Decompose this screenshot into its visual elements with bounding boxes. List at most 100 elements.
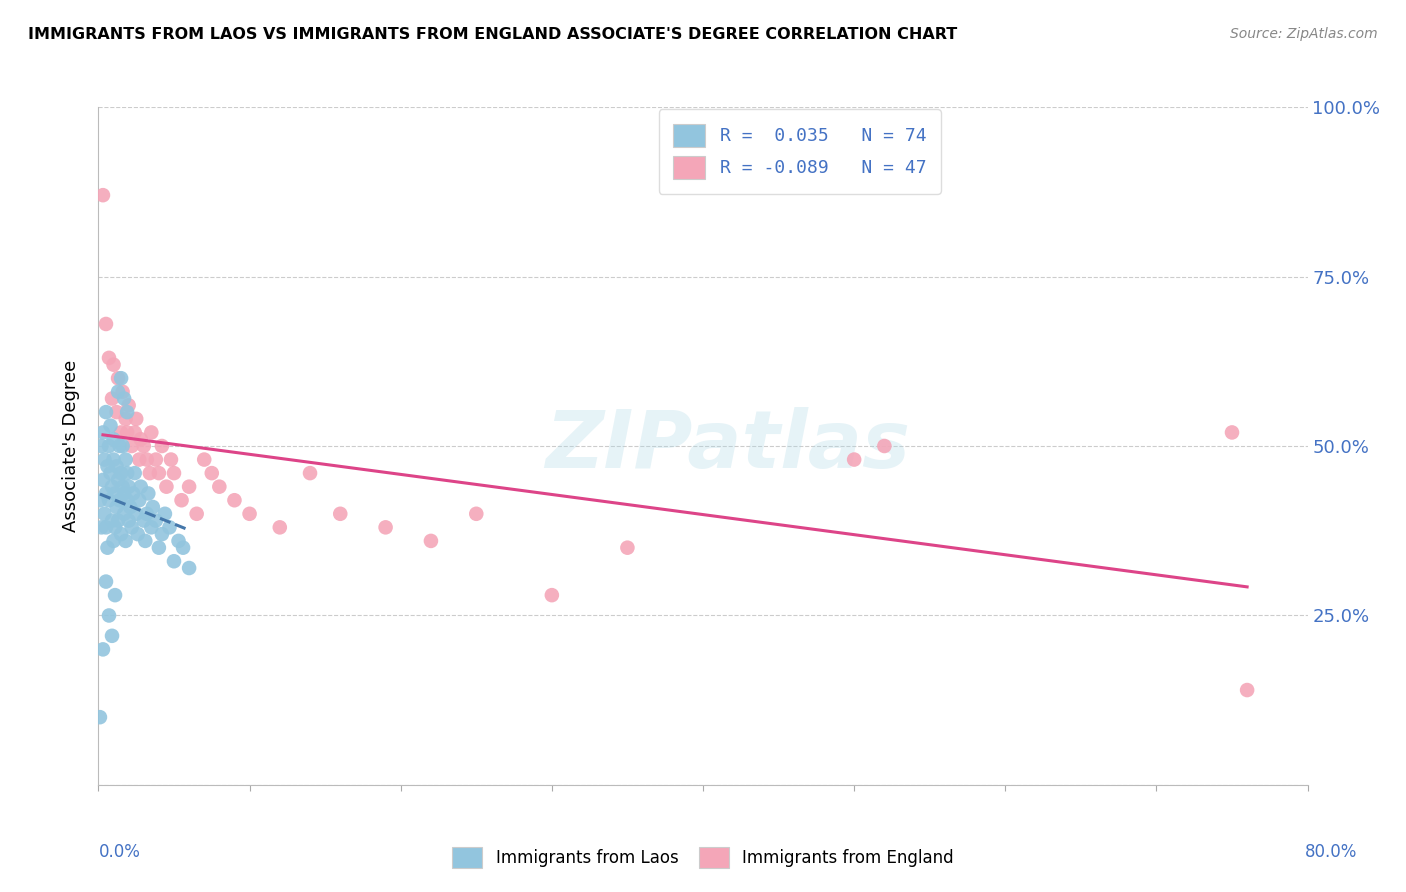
Point bbox=[118, 480, 141, 494]
Point bbox=[101, 480, 124, 494]
Point bbox=[299, 466, 322, 480]
Point bbox=[101, 629, 124, 643]
Point bbox=[128, 493, 150, 508]
Point bbox=[170, 493, 193, 508]
Point bbox=[90, 520, 112, 534]
Point bbox=[120, 500, 142, 514]
Point bbox=[94, 317, 117, 331]
Point bbox=[115, 466, 138, 480]
Point bbox=[94, 405, 117, 419]
Point bbox=[98, 439, 121, 453]
Point bbox=[132, 439, 155, 453]
Point bbox=[98, 493, 121, 508]
Point bbox=[96, 459, 118, 474]
Point bbox=[107, 514, 129, 528]
Point bbox=[90, 439, 112, 453]
Point bbox=[103, 452, 125, 467]
Point bbox=[616, 541, 638, 555]
Text: ZIPatlas: ZIPatlas bbox=[544, 407, 910, 485]
Point bbox=[148, 466, 170, 480]
Point bbox=[124, 466, 146, 480]
Point bbox=[107, 473, 129, 487]
Point bbox=[94, 574, 117, 589]
Point bbox=[89, 710, 111, 724]
Point bbox=[103, 432, 125, 446]
Point bbox=[179, 561, 201, 575]
Point bbox=[105, 405, 128, 419]
Point bbox=[139, 466, 162, 480]
Point bbox=[96, 541, 118, 555]
Point bbox=[844, 452, 866, 467]
Point bbox=[186, 507, 208, 521]
Text: 80.0%: 80.0% bbox=[1305, 843, 1357, 861]
Point bbox=[104, 588, 127, 602]
Point bbox=[179, 480, 201, 494]
Point bbox=[873, 439, 896, 453]
Point bbox=[224, 493, 246, 508]
Point bbox=[148, 541, 170, 555]
Point bbox=[98, 608, 121, 623]
Point bbox=[107, 371, 129, 385]
Point bbox=[103, 533, 125, 548]
Point bbox=[115, 493, 138, 508]
Point bbox=[94, 486, 117, 500]
Point bbox=[193, 452, 215, 467]
Point bbox=[104, 486, 127, 500]
Point bbox=[155, 480, 177, 494]
Text: IMMIGRANTS FROM LAOS VS IMMIGRANTS FROM ENGLAND ASSOCIATE'S DEGREE CORRELATION C: IMMIGRANTS FROM LAOS VS IMMIGRANTS FROM … bbox=[28, 27, 957, 42]
Point bbox=[125, 507, 148, 521]
Point bbox=[201, 466, 224, 480]
Point bbox=[136, 486, 159, 500]
Point bbox=[100, 418, 122, 433]
Point bbox=[112, 486, 135, 500]
Point bbox=[110, 466, 132, 480]
Text: Source: ZipAtlas.com: Source: ZipAtlas.com bbox=[1230, 27, 1378, 41]
Point bbox=[145, 514, 167, 528]
Legend: R =  0.035   N = 74, R = -0.089   N = 47: R = 0.035 N = 74, R = -0.089 N = 47 bbox=[658, 110, 941, 194]
Point bbox=[104, 520, 127, 534]
Point bbox=[125, 412, 148, 426]
Point bbox=[114, 533, 136, 548]
Point bbox=[91, 473, 114, 487]
Point bbox=[110, 425, 132, 440]
Point bbox=[105, 459, 128, 474]
Point bbox=[112, 507, 135, 521]
Point bbox=[1236, 683, 1258, 698]
Point bbox=[93, 452, 115, 467]
Point bbox=[134, 533, 156, 548]
Point bbox=[1220, 425, 1243, 440]
Point bbox=[89, 493, 111, 508]
Point bbox=[111, 480, 134, 494]
Point bbox=[91, 425, 114, 440]
Point bbox=[121, 520, 143, 534]
Point bbox=[112, 392, 135, 406]
Point bbox=[160, 452, 183, 467]
Point bbox=[91, 188, 114, 202]
Point bbox=[159, 520, 181, 534]
Point bbox=[101, 392, 124, 406]
Point bbox=[374, 520, 396, 534]
Point bbox=[540, 588, 562, 602]
Point bbox=[465, 507, 488, 521]
Point bbox=[129, 432, 152, 446]
Point bbox=[124, 425, 146, 440]
Point bbox=[101, 514, 124, 528]
Point bbox=[98, 351, 121, 365]
Point bbox=[110, 371, 132, 385]
Point bbox=[135, 507, 157, 521]
Text: 0.0%: 0.0% bbox=[98, 843, 141, 861]
Point bbox=[118, 514, 141, 528]
Point bbox=[93, 507, 115, 521]
Point bbox=[122, 486, 145, 500]
Point bbox=[135, 452, 157, 467]
Point bbox=[269, 520, 291, 534]
Point bbox=[94, 520, 117, 534]
Point bbox=[111, 439, 134, 453]
Point bbox=[153, 507, 176, 521]
Point bbox=[141, 425, 163, 440]
Point bbox=[129, 480, 152, 494]
Point bbox=[150, 527, 173, 541]
Point bbox=[128, 452, 150, 467]
Point bbox=[132, 514, 155, 528]
Point bbox=[110, 527, 132, 541]
